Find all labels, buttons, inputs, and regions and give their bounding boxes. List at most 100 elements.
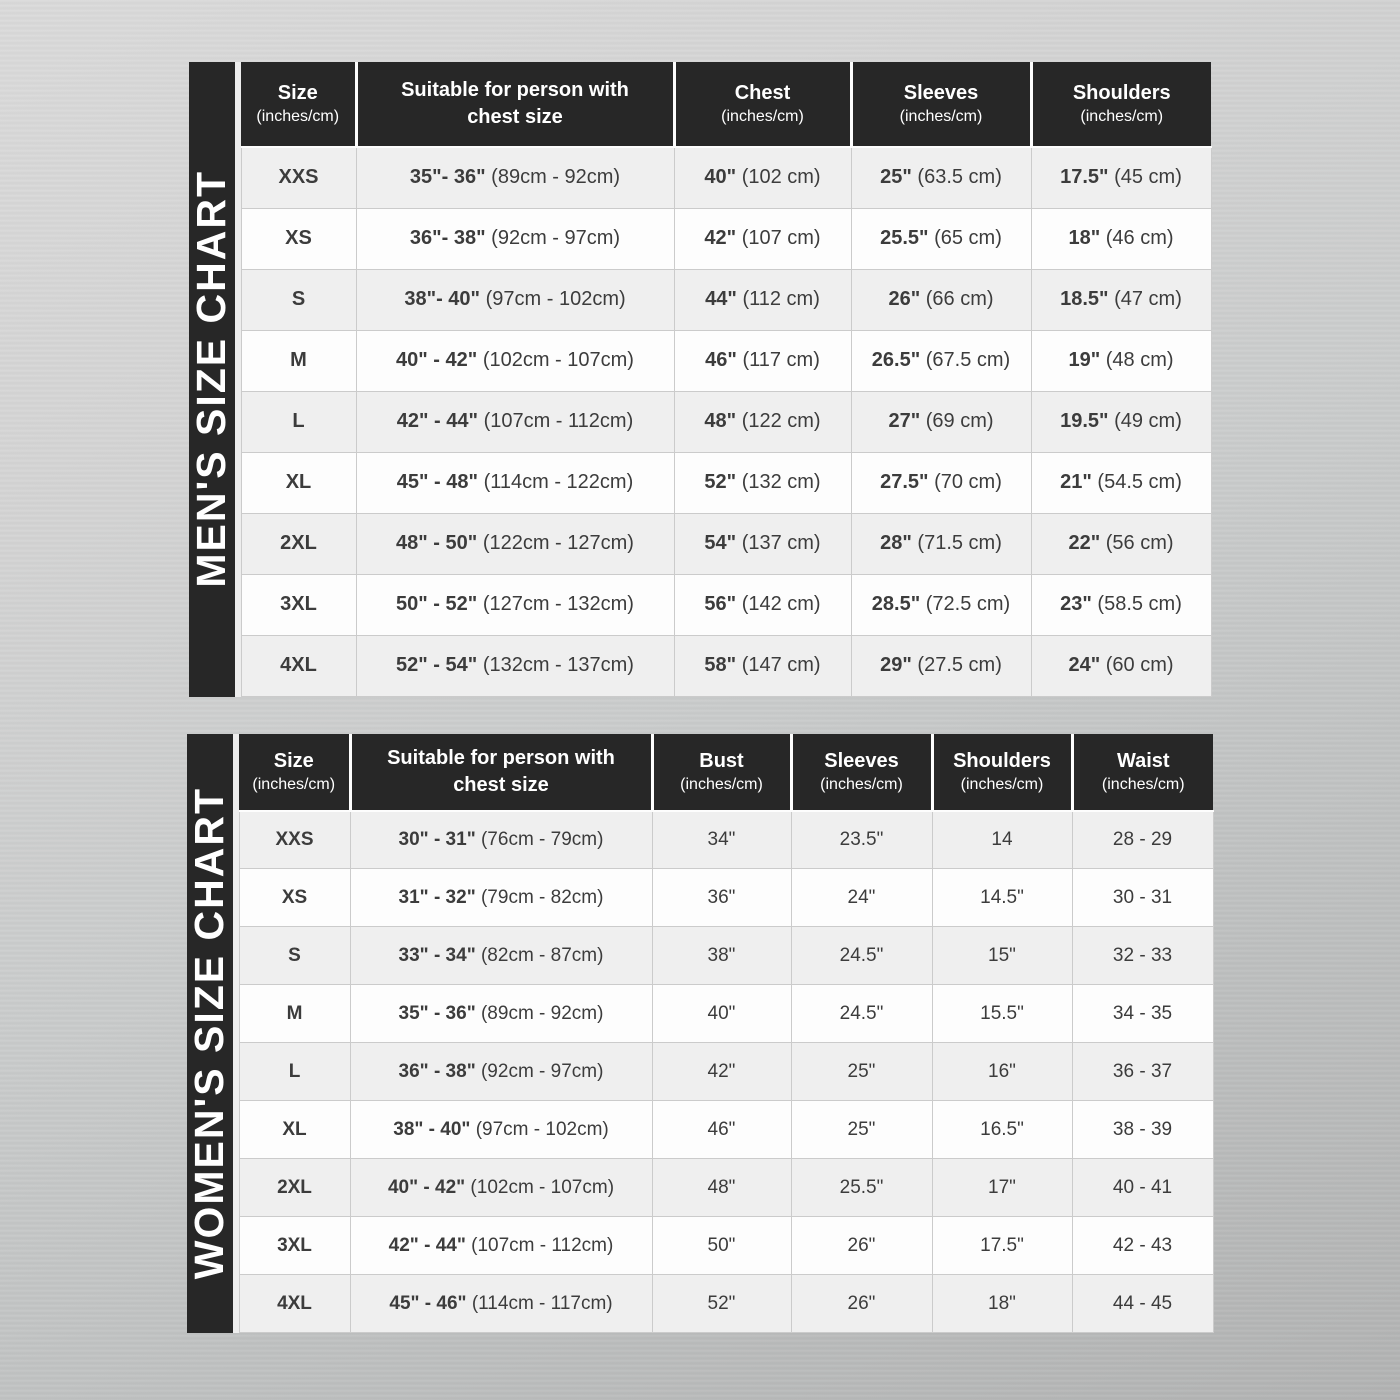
table-row: 3XL 50" - 52" (127cm - 132cm) 56" (142 cm)… — [240, 573, 1212, 636]
col-header-sub: (inches/cm) — [820, 775, 903, 793]
table-row: XL 45" - 48" (114cm - 122cm) 52" (132 cm) 2… — [240, 451, 1212, 514]
col-header-label: Shoulders — [953, 749, 1051, 772]
inches-value: 27" — [888, 410, 921, 432]
sleeves-cell: 29" (27.5 cm) — [850, 634, 1032, 697]
inches-value: 31" - 32" — [398, 886, 476, 908]
col-header-shoulders: Shoulders (inches/cm) — [1029, 62, 1211, 148]
cm-value: (58.5 cm) — [1097, 593, 1182, 615]
col-header-label: Shoulders — [1072, 82, 1171, 105]
cm-value: (97cm - 102cm) — [485, 288, 626, 310]
inches-value: 28" — [880, 532, 912, 554]
cm-value: (114cm - 122cm) — [483, 471, 634, 493]
inches-value: 52" - 54" — [396, 654, 478, 676]
table-row: M 40" - 42" (102cm - 107cm) 46" (117 cm) 26… — [240, 329, 1212, 392]
inches-value: 35"- 36" — [409, 166, 486, 189]
size-cell: 4XL — [238, 1274, 351, 1333]
cm-value: (107cm - 112cm) — [483, 410, 634, 432]
col-header-waist: Waist (inches/cm) — [1070, 733, 1213, 812]
cm-value: (89cm - 92cm) — [491, 166, 621, 189]
table-row: S 38"- 40" (97cm - 102cm) 44" (112 cm) 26" … — [240, 268, 1212, 331]
col-header-label: Suitable for person with chest size — [401, 79, 629, 128]
cm-value: (89cm - 92cm) — [480, 1002, 604, 1024]
cm-value: (102cm - 107cm) — [482, 349, 634, 371]
cm-value: (92cm - 97cm) — [480, 1060, 604, 1082]
cm-value: (66 cm) — [925, 288, 994, 310]
table-row: M 35" - 36" (89cm - 92cm) 40" 24.5" 15.5" 34 … — [238, 984, 1214, 1043]
table-row: 2XL 48" - 50" (122cm - 127cm) 54" (137 cm)… — [240, 512, 1212, 575]
cm-value: (27.5 cm) — [917, 654, 1002, 676]
suitable-cell: 36" - 38" (92cm - 97cm) — [349, 1042, 653, 1101]
bust-cell: 40" — [651, 984, 792, 1043]
waist-cell: 40 - 41 — [1071, 1158, 1214, 1217]
cm-value: (70 cm) — [934, 471, 1002, 493]
cm-value: (132 cm) — [741, 471, 821, 493]
chest-cell: 54" (137 cm) — [673, 512, 852, 575]
bust-cell: 38" — [651, 926, 792, 985]
cm-value: (122cm - 127cm) — [482, 532, 634, 554]
size-cell: XL — [238, 1100, 351, 1159]
inches-value: 42" - 44" — [396, 410, 478, 432]
sleeves-cell: 25.5" (65 cm) — [850, 207, 1032, 270]
table-row: XS 36"- 38" (92cm - 97cm) 42" (107 cm) 25.5… — [240, 207, 1212, 270]
inches-value: 19.5" — [1060, 410, 1109, 432]
cm-value: (72.5 cm) — [925, 593, 1011, 615]
inches-value: 56" — [704, 593, 737, 615]
col-header-sleeves: Sleeves (inches/cm) — [849, 62, 1031, 148]
bust-cell: 52" — [651, 1274, 792, 1333]
size-cell: XS — [238, 868, 351, 927]
col-header-sub: (inches/cm) — [1080, 108, 1164, 126]
cm-value: (132cm - 137cm) — [482, 654, 634, 676]
inches-value: 45" - 46" — [389, 1292, 467, 1314]
table-row: 4XL 52" - 54" (132cm - 137cm) 58" (147 cm)… — [240, 634, 1212, 697]
suitable-cell: 30" - 31" (76cm - 79cm) — [349, 810, 653, 869]
sleeves-cell: 25.5" — [790, 1158, 933, 1217]
shoulders-cell: 16.5" — [931, 1100, 1073, 1159]
col-header-label: Chest — [734, 82, 791, 105]
shoulders-cell: 22" (56 cm) — [1030, 512, 1212, 575]
sleeves-cell: 24.5" — [790, 984, 933, 1043]
inches-value: 36" - 38" — [398, 1060, 476, 1082]
bust-cell: 50" — [651, 1216, 792, 1275]
table-row: 2XL 40" - 42" (102cm - 107cm) 48" 25.5" 17" 4… — [238, 1158, 1214, 1217]
cm-value: (67.5 cm) — [925, 349, 1011, 371]
size-cell: 3XL — [238, 1216, 351, 1275]
inches-value: 30" - 31" — [398, 828, 476, 850]
suitable-cell: 40" - 42" (102cm - 107cm) — [355, 329, 675, 392]
shoulders-cell: 18" (46 cm) — [1030, 207, 1212, 270]
inches-value: 24" — [1068, 654, 1101, 676]
size-cell: L — [238, 1042, 351, 1101]
bust-cell: 42" — [651, 1042, 792, 1101]
col-header-label: Suitable for person with chest size — [387, 746, 615, 796]
bust-cell: 36" — [651, 868, 792, 927]
mens-size-table: Size (inches/cm) Suitable for person wit… — [240, 62, 1212, 697]
chest-cell: 58" (147 cm) — [673, 634, 852, 697]
chest-cell: 46" (117 cm) — [673, 329, 852, 392]
cm-value: (97cm - 102cm) — [475, 1118, 609, 1140]
size-cell: L — [240, 390, 357, 453]
inches-value: 28.5" — [871, 593, 921, 615]
inches-value: 25.5" — [880, 227, 929, 249]
cm-value: (112 cm) — [742, 288, 820, 310]
inches-value: 21" — [1060, 471, 1092, 493]
sleeves-cell: 25" — [790, 1042, 933, 1101]
sleeves-cell: 26" (66 cm) — [850, 268, 1032, 331]
chest-cell: 40" (102 cm) — [673, 146, 852, 209]
waist-cell: 30 - 31 — [1071, 868, 1214, 927]
mens-size-chart-section: MEN'S SIZE CHART Size (inches/cm) Suitab… — [188, 62, 1212, 697]
inches-value: 26.5" — [871, 349, 921, 371]
cm-value: (60 cm) — [1105, 654, 1174, 676]
shoulders-cell: 18" — [931, 1274, 1073, 1333]
waist-cell: 44 - 45 — [1071, 1274, 1214, 1333]
sleeves-cell: 23.5" — [790, 810, 933, 869]
cm-value: (69 cm) — [925, 410, 994, 432]
col-header-label: Size — [277, 82, 318, 105]
inches-value: 42" - 44" — [388, 1234, 466, 1256]
table-row: S 33" - 34" (82cm - 87cm) 38" 24.5" 15" 32 - … — [238, 926, 1214, 985]
waist-cell: 32 - 33 — [1071, 926, 1214, 985]
mens-chart-vertical-title: MEN'S SIZE CHART — [188, 62, 241, 697]
col-header-sub: (inches/cm) — [960, 775, 1044, 793]
suitable-cell: 36"- 38" (92cm - 97cm) — [355, 207, 675, 270]
inches-value: 38"- 40" — [404, 288, 481, 310]
womens-size-chart-section: WOMEN'S SIZE CHART Size (inches/cm) Suit… — [186, 733, 1214, 1333]
table-row: XXS 30" - 31" (76cm - 79cm) 34" 23.5" 14 28 -… — [238, 810, 1214, 869]
